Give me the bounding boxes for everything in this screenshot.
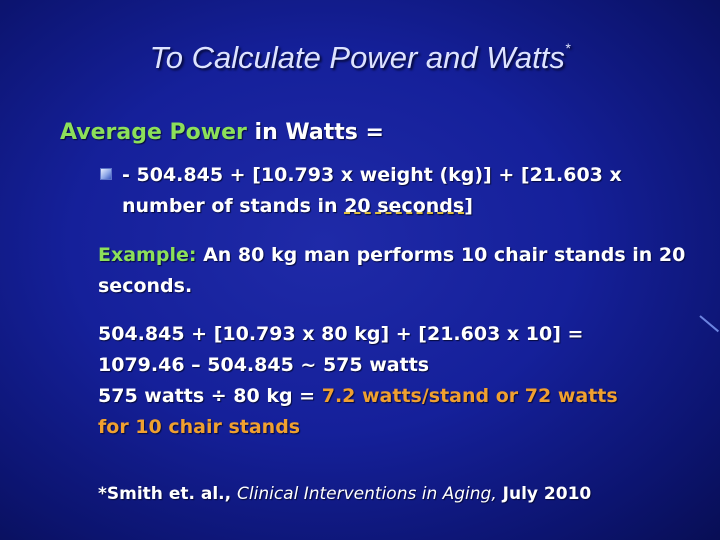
- calc-line-1: 504.845 + [10.793 x 80 kg] + [21.603 x 1…: [98, 323, 584, 345]
- citation-prefix: *Smith et. al.,: [98, 484, 237, 504]
- calc-line-4: for 10 chair stands: [98, 416, 301, 438]
- calc-result: 7.2 watts/stand or 72 watts: [321, 385, 618, 407]
- title-text: To Calculate Power and Watts: [149, 40, 565, 75]
- slide-title: To Calculate Power and Watts*: [0, 40, 720, 76]
- citation-suffix: July 2010: [496, 484, 592, 504]
- citation: *Smith et. al., Clinical Interventions i…: [98, 484, 591, 504]
- formula-text-end: ]: [464, 195, 473, 217]
- title-footnote-mark: *: [564, 39, 571, 56]
- example-text: An 80 kg man performs 10 chair stands in…: [98, 244, 686, 297]
- example-label: Example:: [98, 244, 197, 266]
- formula-text: - 504.845 + [10.793 x weight (kg)] + [21…: [122, 160, 692, 222]
- formula-heading: Average Power in Watts =: [60, 120, 384, 145]
- square-bullet-icon: [100, 168, 112, 180]
- decorative-line: [699, 315, 720, 333]
- formula-highlight: 20 seconds: [344, 195, 465, 217]
- calc-line-3: 575 watts ÷ 80 kg = 7.2 watts/stand or 7…: [98, 381, 698, 412]
- calc-line-3-white: 575 watts ÷ 80 kg =: [98, 385, 322, 407]
- heading-white-part: in Watts =: [246, 120, 384, 145]
- heading-green-part: Average Power: [60, 120, 247, 145]
- calc-line-2: 1079.46 – 504.845 ~ 575 watts: [98, 354, 430, 376]
- citation-journal: Clinical Interventions in Aging,: [237, 484, 497, 504]
- formula-text-start: - 504.845 + [10.793 x weight (kg)] + [21…: [122, 164, 622, 217]
- example-paragraph: Example: An 80 kg man performs 10 chair …: [98, 240, 698, 302]
- calculation-block: 504.845 + [10.793 x 80 kg] + [21.603 x 1…: [98, 319, 698, 443]
